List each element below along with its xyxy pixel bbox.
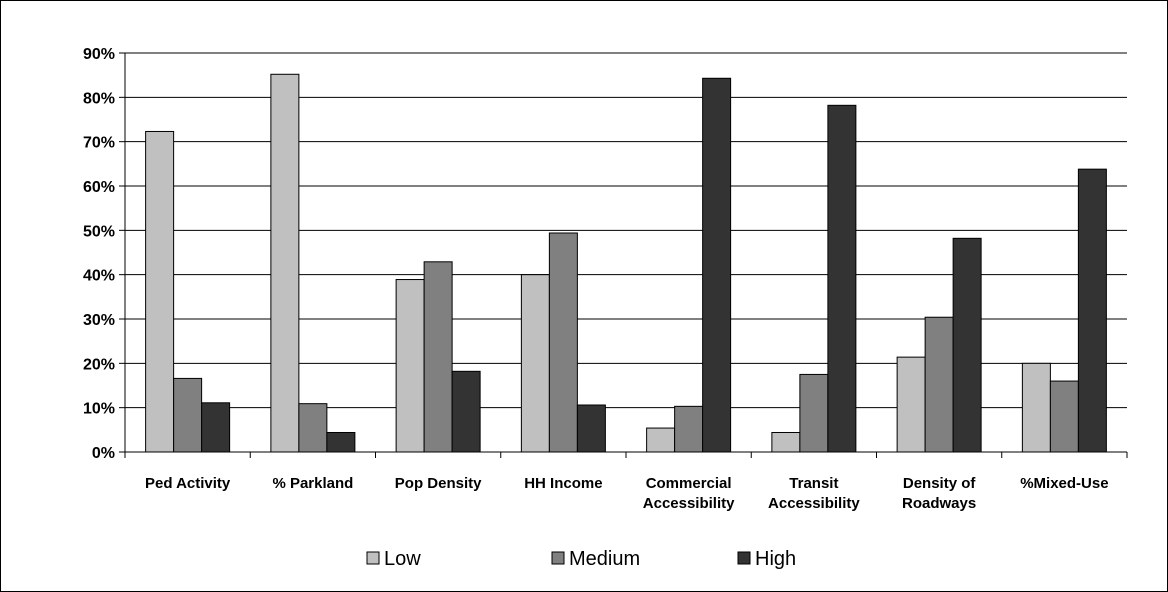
y-tick-label: 60%: [83, 179, 115, 196]
bar-medium: [549, 233, 577, 452]
y-axis-ticks: 0% 10% 20% 30% 40% 50% 60% 70% 80% 90%: [83, 46, 115, 462]
x-tick-label: HH Income: [524, 475, 602, 492]
bar-low: [146, 131, 174, 452]
bar-low: [772, 432, 800, 452]
y-tick-label: 30%: [83, 312, 115, 329]
bar-medium: [800, 374, 828, 452]
bar-high: [953, 238, 981, 452]
bar-high: [703, 78, 731, 452]
y-tick-label: 50%: [83, 223, 115, 240]
x-tick-label: %Mixed-Use: [1020, 475, 1108, 492]
y-tick-label: 90%: [83, 46, 115, 63]
x-tick-label: Density of Roadways: [902, 475, 976, 512]
bar-high: [828, 105, 856, 452]
x-axis-labels: Ped Activity % Parkland Pop Density HH Inco…: [145, 475, 1109, 512]
bar-low: [271, 74, 299, 452]
bar-high: [452, 371, 480, 452]
x-tick-label: Ped Activity: [145, 475, 231, 492]
bar-low: [521, 275, 549, 452]
bar-medium: [1050, 381, 1078, 452]
bar-high: [327, 432, 355, 452]
x-tick-label: Transit Accessibility: [768, 475, 860, 512]
bar-high: [202, 403, 230, 452]
legend-swatch-medium: [552, 552, 564, 564]
bar-low: [897, 357, 925, 452]
bar-medium: [299, 404, 327, 452]
bar-high: [577, 405, 605, 452]
y-tick-label: 0%: [92, 445, 115, 462]
bars: [146, 74, 1107, 452]
bar-low: [1022, 363, 1050, 452]
bar-low: [647, 428, 675, 452]
x-tick-label: % Parkland: [272, 475, 353, 492]
y-tick-label: 40%: [83, 268, 115, 285]
x-tick-label: Pop Density: [395, 475, 482, 492]
legend-label-high: High: [755, 548, 796, 570]
bar-low: [396, 280, 424, 452]
y-tick-label: 70%: [83, 135, 115, 152]
bar-medium: [675, 406, 703, 452]
x-tick-label: Commercial Accessibility: [643, 475, 735, 512]
legend-label-medium: Medium: [569, 548, 640, 570]
bar-high: [1078, 169, 1106, 452]
legend-swatch-high: [738, 552, 750, 564]
legend-swatch-low: [367, 552, 379, 564]
y-tick-label: 80%: [83, 90, 115, 107]
bar-medium: [174, 378, 202, 452]
bar-medium: [925, 317, 953, 452]
bar-medium: [424, 262, 452, 452]
legend: Low Medium High: [367, 548, 796, 570]
legend-label-low: Low: [384, 548, 421, 570]
y-tick-label: 20%: [83, 356, 115, 373]
y-tick-label: 10%: [83, 401, 115, 418]
